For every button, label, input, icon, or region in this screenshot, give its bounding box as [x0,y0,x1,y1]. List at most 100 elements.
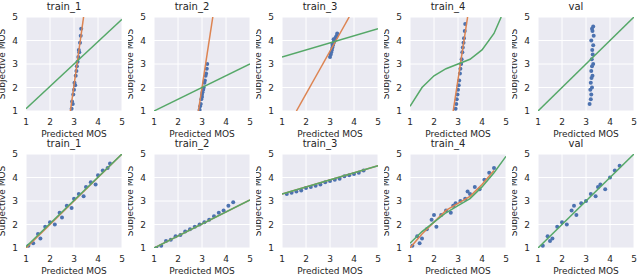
svg-text:Subjective MOS: Subjective MOS [128,29,135,100]
svg-text:Predicted MOS: Predicted MOS [41,266,107,274]
svg-text:4: 4 [268,173,274,183]
svg-text:2: 2 [524,220,530,230]
svg-text:Predicted MOS: Predicted MOS [553,266,619,274]
svg-text:Subjective MOS: Subjective MOS [128,166,135,237]
svg-text:3: 3 [199,117,205,127]
svg-text:Predicted MOS: Predicted MOS [297,266,363,274]
svg-text:Predicted MOS: Predicted MOS [169,129,235,137]
svg-text:1: 1 [151,254,157,264]
svg-text:3: 3 [199,254,205,264]
svg-text:1: 1 [23,117,29,127]
svg-text:Subjective MOS: Subjective MOS [256,166,263,237]
svg-text:4: 4 [223,254,229,264]
svg-text:4: 4 [95,254,101,264]
svg-text:5: 5 [12,150,18,159]
svg-text:5: 5 [631,117,632,127]
svg-text:4: 4 [140,36,146,46]
svg-text:2: 2 [47,117,53,127]
svg-text:1: 1 [535,117,541,127]
svg-text:2: 2 [140,220,146,230]
svg-text:3: 3 [12,196,18,206]
svg-text:2: 2 [175,254,181,264]
svg-text:Subjective MOS: Subjective MOS [512,29,519,100]
svg-text:2: 2 [559,117,565,127]
svg-text:4: 4 [396,173,402,183]
svg-text:5: 5 [503,254,509,264]
svg-text:3: 3 [12,59,18,69]
svg-text:5: 5 [268,13,274,22]
svg-text:4: 4 [607,117,613,127]
svg-text:1: 1 [396,243,402,253]
svg-text:1: 1 [535,254,541,264]
svg-text:Subjective MOS: Subjective MOS [512,166,519,237]
svg-text:5: 5 [247,117,253,127]
svg-text:4: 4 [95,117,101,127]
svg-text:2: 2 [559,254,565,264]
svg-text:3: 3 [268,196,274,206]
svg-text:Predicted MOS: Predicted MOS [41,129,107,137]
svg-text:4: 4 [524,36,530,46]
svg-text:1: 1 [140,243,146,253]
svg-text:Subjective MOS: Subjective MOS [384,166,391,237]
svg-text:5: 5 [375,117,381,127]
svg-text:5: 5 [503,117,509,127]
svg-text:2: 2 [431,117,437,127]
svg-text:Predicted MOS: Predicted MOS [169,266,235,274]
svg-text:5: 5 [140,150,146,159]
svg-text:2: 2 [175,117,181,127]
svg-text:3: 3 [524,196,530,206]
svg-text:1: 1 [279,117,285,127]
svg-text:1: 1 [279,254,285,264]
svg-text:3: 3 [327,254,333,264]
svg-text:1: 1 [268,243,274,253]
svg-text:3: 3 [455,254,461,264]
svg-text:1: 1 [23,254,29,264]
svg-text:2: 2 [431,254,437,264]
svg-text:2: 2 [268,220,274,230]
svg-text:2: 2 [47,254,53,264]
svg-text:2: 2 [524,83,530,93]
svg-text:1: 1 [407,254,413,264]
svg-text:1: 1 [268,106,274,116]
svg-text:3: 3 [140,59,146,69]
svg-text:1: 1 [524,243,530,253]
svg-text:1: 1 [396,106,402,116]
svg-text:2: 2 [12,220,18,230]
svg-text:5: 5 [119,254,125,264]
svg-text:5: 5 [396,150,402,159]
svg-text:2: 2 [303,254,309,264]
svg-text:Subjective MOS: Subjective MOS [256,29,263,100]
svg-text:1: 1 [524,106,530,116]
svg-text:3: 3 [140,196,146,206]
svg-text:3: 3 [396,196,402,206]
svg-text:4: 4 [607,254,613,264]
svg-text:2: 2 [12,83,18,93]
svg-text:5: 5 [268,150,274,159]
svg-text:2: 2 [396,83,402,93]
svg-text:4: 4 [351,254,357,264]
svg-text:3: 3 [396,59,402,69]
svg-text:4: 4 [479,117,485,127]
svg-text:Predicted MOS: Predicted MOS [297,129,363,137]
svg-text:Subjective MOS: Subjective MOS [384,29,391,100]
svg-text:5: 5 [375,254,381,264]
svg-text:5: 5 [119,117,125,127]
svg-text:5: 5 [247,254,253,264]
svg-text:5: 5 [524,13,530,22]
svg-text:2: 2 [268,83,274,93]
svg-text:Predicted MOS: Predicted MOS [425,266,491,274]
svg-text:5: 5 [12,13,18,22]
svg-text:4: 4 [12,36,18,46]
svg-text:1: 1 [151,117,157,127]
svg-text:1: 1 [12,106,18,116]
svg-text:3: 3 [327,117,333,127]
svg-text:Predicted MOS: Predicted MOS [553,129,619,137]
svg-text:4: 4 [223,117,229,127]
svg-text:3: 3 [583,117,589,127]
svg-text:4: 4 [479,254,485,264]
svg-text:3: 3 [71,254,77,264]
svg-text:3: 3 [268,59,274,69]
svg-text:3: 3 [524,59,530,69]
svg-text:3: 3 [455,117,461,127]
svg-text:5: 5 [140,13,146,22]
